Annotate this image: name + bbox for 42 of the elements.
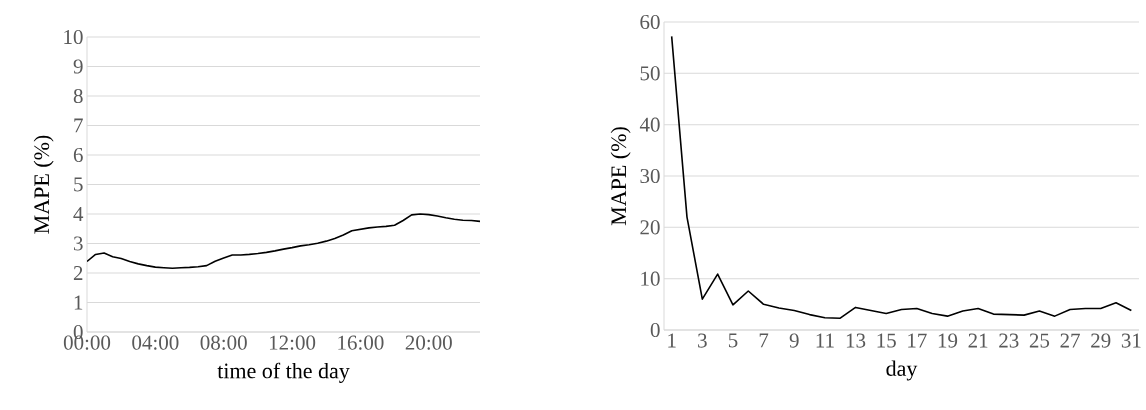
y-tick-label: 10 bbox=[641, 271, 660, 286]
x-axis-title: time of the day bbox=[217, 362, 350, 383]
x-tick-label: 9 bbox=[789, 333, 799, 348]
y-tick-label: 8 bbox=[73, 88, 83, 104]
x-tick-label: 20:00 bbox=[405, 335, 452, 350]
x-tick-label: 15 bbox=[877, 333, 896, 348]
x-tick-label: 31 bbox=[1121, 333, 1141, 348]
x-tick-label: 25 bbox=[1029, 333, 1050, 348]
y-tick-label: 9 bbox=[73, 59, 83, 74]
y-tick-label: 30 bbox=[640, 168, 660, 184]
y-tick-label: 2 bbox=[73, 266, 83, 280]
y-axis-title: MAPE (%) bbox=[33, 135, 54, 234]
x-tick-label: 21 bbox=[968, 333, 988, 348]
x-tick-label: 08:00 bbox=[200, 335, 247, 350]
x-tick-label: 29 bbox=[1091, 333, 1111, 348]
y-tick-label: 0 bbox=[650, 322, 660, 338]
y-tick-label: 1 bbox=[74, 295, 83, 310]
x-tick-label: 11 bbox=[816, 333, 834, 348]
y-tick-label: 20 bbox=[640, 220, 660, 235]
y-tick-label: 7 bbox=[74, 118, 83, 133]
x-tick-label: 27 bbox=[1060, 333, 1080, 348]
y-tick-label: 5 bbox=[74, 177, 83, 192]
x-axis-title: day bbox=[886, 360, 918, 381]
x-tick-label: 16:00 bbox=[338, 335, 384, 350]
x-tick-label: 13 bbox=[846, 333, 866, 348]
x-tick-label: 19 bbox=[938, 333, 958, 348]
x-tick-label: 3 bbox=[698, 333, 707, 348]
y-tick-label: 3 bbox=[73, 236, 83, 251]
x-tick-label: 1 bbox=[668, 333, 676, 348]
y-tick-label: 6 bbox=[73, 147, 83, 163]
x-tick-label: 7 bbox=[759, 333, 769, 348]
x-tick-label: 17 bbox=[908, 333, 927, 348]
y-axis-title: MAPE (%) bbox=[610, 127, 631, 226]
y-tick-label: 60 bbox=[640, 14, 660, 30]
x-tick-label: 5 bbox=[728, 333, 738, 348]
y-tick-label: 40 bbox=[639, 117, 660, 132]
x-tick-label: 12:00 bbox=[269, 335, 316, 350]
y-tick-label: 50 bbox=[640, 66, 660, 81]
x-tick-label: 23 bbox=[999, 333, 1019, 348]
y-tick-label: 10 bbox=[64, 29, 83, 45]
x-tick-label: 04:00 bbox=[132, 335, 179, 350]
y-tick-label: 4 bbox=[73, 207, 84, 221]
